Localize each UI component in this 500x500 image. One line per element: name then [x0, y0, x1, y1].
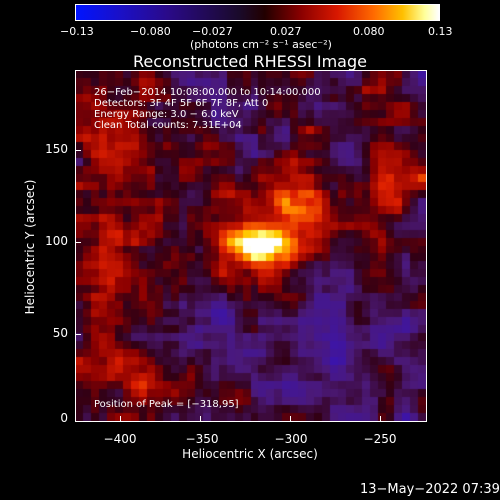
x-tick-label: −400	[103, 432, 137, 446]
colorbar-tick: 0.080	[353, 25, 385, 38]
y-tick-label: 50	[52, 326, 68, 340]
annotation-peak: Position of Peak = [−318,95]	[94, 399, 239, 410]
y-axis-label: Heliocentric Y (arcsec)	[23, 179, 37, 315]
colorbar-tick: 0.13	[428, 25, 453, 38]
colorbar-tick: −0.13	[60, 25, 94, 38]
x-tick-label: −300	[274, 432, 308, 446]
x-tick-label: −250	[363, 432, 397, 446]
heatmap-image	[76, 71, 426, 421]
image-plot: 26−Feb−2014 10:08:00.000 to 10:14:00.000…	[75, 70, 427, 422]
annotation-energy: Energy Range: 3.0 − 6.0 keV	[94, 109, 239, 120]
colorbar-tick: −0.080	[130, 25, 171, 38]
colorbar	[75, 4, 440, 21]
x-axis-label: Heliocentric X (arcsec)	[182, 447, 318, 461]
y-tick-label: 0	[60, 411, 68, 425]
y-tick-label: 150	[45, 142, 68, 156]
timestamp: 13−May−2022 07:39	[360, 482, 500, 497]
x-tick-label: −350	[185, 432, 219, 446]
y-tick-label: 100	[45, 234, 68, 248]
colorbar-tick: −0.027	[192, 25, 233, 38]
annotation-time-range: 26−Feb−2014 10:08:00.000 to 10:14:00.000	[94, 87, 321, 98]
plot-title: Reconstructed RHESSI Image	[133, 52, 367, 71]
colorbar-tick: 0.027	[270, 25, 302, 38]
annotation-detectors: Detectors: 3F 4F 5F 6F 7F 8F, Att 0	[94, 98, 269, 109]
colorbar-units: (photons cm⁻² s⁻¹ asec⁻²)	[190, 38, 332, 51]
annotation-clean: Clean Total counts: 7.31E+04	[94, 120, 242, 131]
